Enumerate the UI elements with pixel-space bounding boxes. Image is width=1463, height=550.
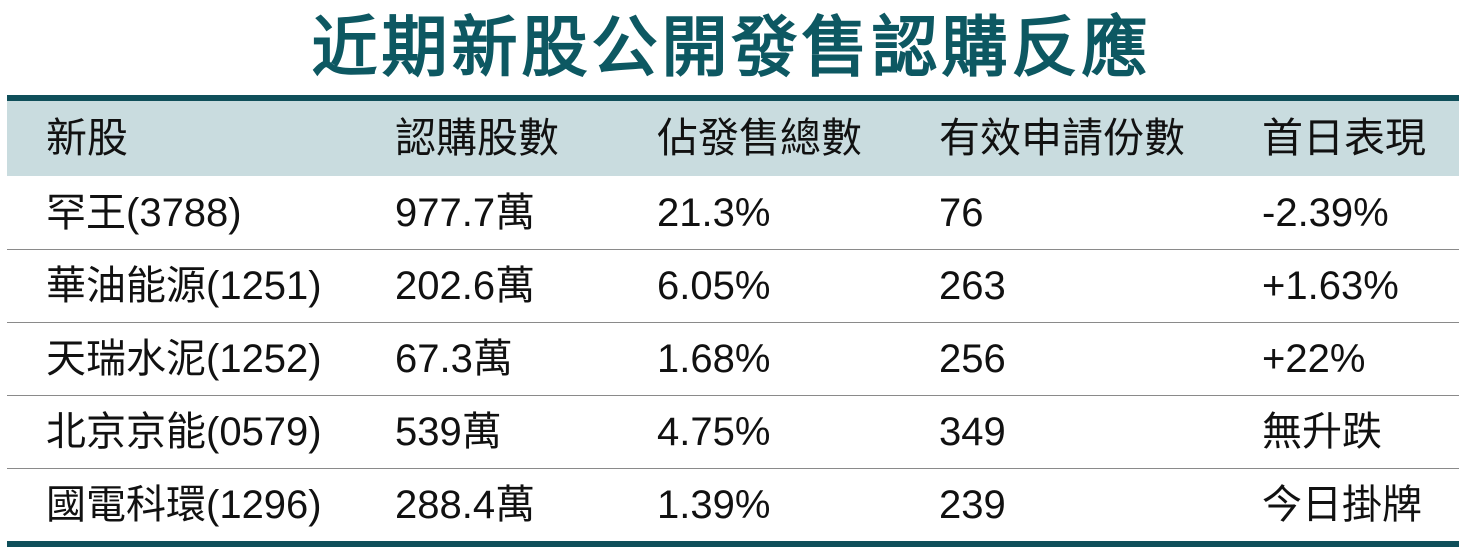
cell-first-day-performance: -2.39% [1262, 190, 1389, 235]
cell-percent-of-offer: 1.39% [657, 483, 771, 527]
cell-stock: 國電科環(1296) [46, 483, 322, 527]
column-header-stock: 新股 [46, 115, 128, 161]
column-header-shares-subscribed: 認購股數 [395, 115, 559, 161]
column-header-percent-of-offer: 佔發售總數 [657, 115, 862, 161]
cell-shares-subscribed: 539萬 [395, 410, 502, 454]
cell-first-day-performance: 今日掛牌 [1262, 483, 1422, 527]
cell-percent-of-offer: 4.75% [657, 410, 771, 454]
table-row: 國電科環(1296) 288.4萬 1.39% 239 今日掛牌 [7, 468, 1459, 541]
cell-valid-applications: 263 [939, 264, 1006, 308]
cell-valid-applications: 239 [939, 483, 1006, 527]
cell-stock: 華油能源(1251) [46, 264, 322, 308]
column-header-first-day-performance: 首日表現 [1262, 115, 1426, 161]
table-row: 天瑞水泥(1252) 67.3萬 1.68% 256 +22% [7, 322, 1459, 395]
page-title: 近期新股公開發售認購反應 [311, 9, 1152, 86]
cell-stock: 罕王(3788) [46, 190, 242, 235]
table-header-row: 新股 認購股數 佔發售總數 有效申請份數 首日表現 [7, 101, 1459, 176]
cell-first-day-performance: 無升跌 [1262, 410, 1382, 454]
cell-valid-applications: 349 [939, 410, 1006, 454]
cell-first-day-performance: +22% [1262, 337, 1366, 381]
column-header-valid-applications: 有效申請份數 [939, 115, 1185, 161]
cell-stock: 天瑞水泥(1252) [46, 337, 322, 381]
table-row: 罕王(3788) 977.7萬 21.3% 76 -2.39% [7, 176, 1459, 249]
cell-percent-of-offer: 1.68% [657, 337, 771, 381]
cell-percent-of-offer: 21.3% [657, 190, 771, 235]
table-row: 北京京能(0579) 539萬 4.75% 349 無升跌 [7, 395, 1459, 468]
cell-valid-applications: 76 [939, 190, 984, 235]
cell-shares-subscribed: 202.6萬 [395, 264, 536, 308]
ipo-subscription-table: 新股 認購股數 佔發售總數 有效申請份數 首日表現 罕王(3788) 977.7… [7, 95, 1459, 547]
cell-shares-subscribed: 977.7萬 [395, 190, 536, 235]
cell-first-day-performance: +1.63% [1262, 264, 1399, 308]
cell-valid-applications: 256 [939, 337, 1006, 381]
cell-percent-of-offer: 6.05% [657, 264, 771, 308]
cell-shares-subscribed: 67.3萬 [395, 337, 513, 381]
cell-shares-subscribed: 288.4萬 [395, 483, 536, 527]
cell-stock: 北京京能(0579) [46, 410, 322, 454]
table-row: 華油能源(1251) 202.6萬 6.05% 263 +1.63% [7, 249, 1459, 322]
